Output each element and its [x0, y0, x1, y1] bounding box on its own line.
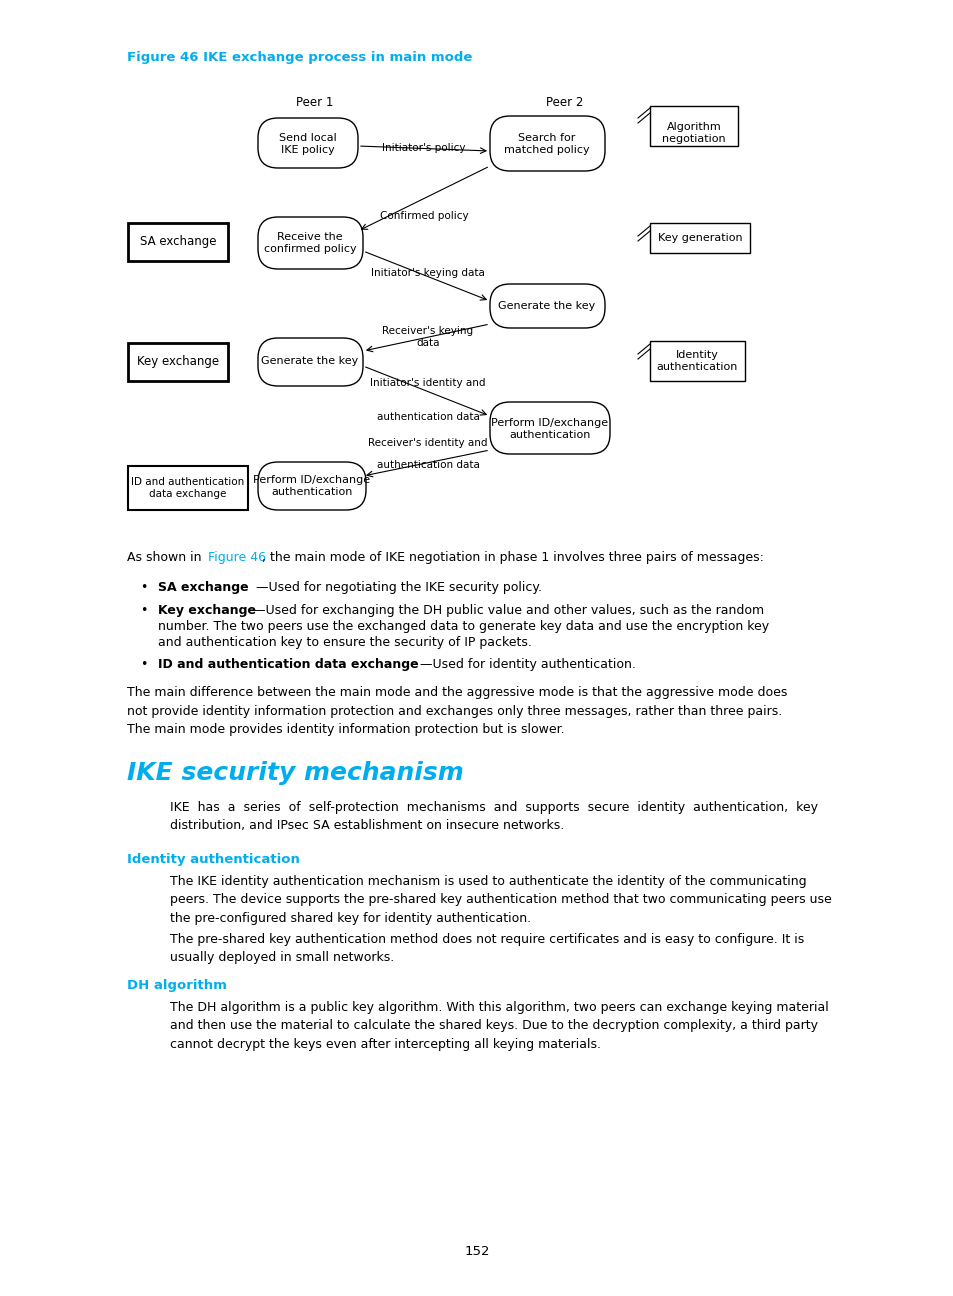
Text: DH algorithm: DH algorithm	[127, 978, 227, 991]
Text: SA exchange: SA exchange	[158, 581, 249, 594]
FancyBboxPatch shape	[257, 461, 366, 511]
Text: •: •	[140, 658, 147, 671]
Text: Generate the key: Generate the key	[497, 301, 595, 311]
Text: The main difference between the main mode and the aggressive mode is that the ag: The main difference between the main mod…	[127, 686, 786, 736]
Text: Identity authentication: Identity authentication	[127, 853, 299, 866]
Text: Algorithm
negotiation: Algorithm negotiation	[661, 122, 725, 144]
FancyBboxPatch shape	[257, 118, 357, 168]
Text: •: •	[140, 581, 147, 594]
Text: —Used for exchanging the DH public value and other values, such as the random: —Used for exchanging the DH public value…	[253, 604, 763, 617]
Text: Confirmed policy: Confirmed policy	[379, 211, 468, 222]
FancyBboxPatch shape	[490, 402, 609, 454]
Text: number. The two peers use the exchanged data to generate key data and use the en: number. The two peers use the exchanged …	[158, 619, 768, 632]
Bar	[649, 106, 738, 146]
Bar	[128, 223, 228, 260]
FancyBboxPatch shape	[490, 284, 604, 328]
Text: Key exchange: Key exchange	[137, 355, 219, 368]
Text: Search for
matched policy: Search for matched policy	[503, 133, 589, 154]
Text: ID and authentication
data exchange: ID and authentication data exchange	[132, 477, 244, 499]
Text: authentication data: authentication data	[376, 400, 479, 421]
Text: Figure 46: Figure 46	[208, 551, 266, 564]
Text: Initiator's policy: Initiator's policy	[382, 143, 465, 153]
Text: SA exchange: SA exchange	[139, 236, 216, 249]
Bar	[128, 467, 248, 511]
Text: authentication data: authentication data	[376, 460, 479, 470]
FancyBboxPatch shape	[257, 338, 363, 386]
Text: Key generation: Key generation	[657, 233, 741, 244]
FancyBboxPatch shape	[490, 117, 604, 171]
Text: •: •	[140, 604, 147, 617]
Text: Send local
IKE policy: Send local IKE policy	[279, 133, 336, 154]
Text: Peer 1: Peer 1	[296, 96, 334, 109]
Text: Key exchange: Key exchange	[158, 604, 255, 617]
Text: Receive the
confirmed policy: Receive the confirmed policy	[263, 232, 355, 254]
Text: Generate the key: Generate the key	[261, 356, 358, 365]
Text: IKE security mechanism: IKE security mechanism	[127, 761, 463, 785]
Text: Peer 2: Peer 2	[546, 96, 583, 109]
Text: Identity
authentication: Identity authentication	[656, 350, 737, 372]
Text: 152: 152	[464, 1245, 489, 1258]
Text: —Used for identity authentication.: —Used for identity authentication.	[419, 658, 636, 671]
Text: The pre-shared key authentication method does not require certificates and is ea: The pre-shared key authentication method…	[170, 933, 803, 964]
FancyBboxPatch shape	[257, 216, 363, 270]
Text: Perform ID/exchange
authentication: Perform ID/exchange authentication	[491, 419, 608, 439]
Bar	[128, 343, 228, 381]
Text: As shown in: As shown in	[127, 551, 205, 564]
Text: ID and authentication data exchange: ID and authentication data exchange	[158, 658, 418, 671]
Text: —Used for negotiating the IKE security policy.: —Used for negotiating the IKE security p…	[255, 581, 541, 594]
Text: Receiver's identity and: Receiver's identity and	[368, 438, 487, 448]
Text: and authentication key to ensure the security of IP packets.: and authentication key to ensure the sec…	[158, 636, 532, 649]
Bar	[649, 341, 744, 381]
Text: , the main mode of IKE negotiation in phase 1 involves three pairs of messages:: , the main mode of IKE negotiation in ph…	[262, 551, 763, 564]
Text: Perform ID/exchange
authentication: Perform ID/exchange authentication	[253, 476, 370, 496]
Text: Figure 46 IKE exchange process in main mode: Figure 46 IKE exchange process in main m…	[127, 51, 472, 64]
Bar	[649, 223, 749, 253]
Text: The IKE identity authentication mechanism is used to authenticate the identity o: The IKE identity authentication mechanis…	[170, 875, 831, 925]
Text: IKE  has  a  series  of  self-protection  mechanisms  and  supports  secure  ide: IKE has a series of self-protection mech…	[170, 801, 817, 832]
Text: The DH algorithm is a public key algorithm. With this algorithm, two peers can e: The DH algorithm is a public key algorit…	[170, 1001, 828, 1051]
Text: Receiver's keying
data: Receiver's keying data	[382, 327, 473, 347]
Text: Initiator's identity and: Initiator's identity and	[370, 378, 485, 388]
Text: Initiator's keying data: Initiator's keying data	[371, 268, 484, 279]
